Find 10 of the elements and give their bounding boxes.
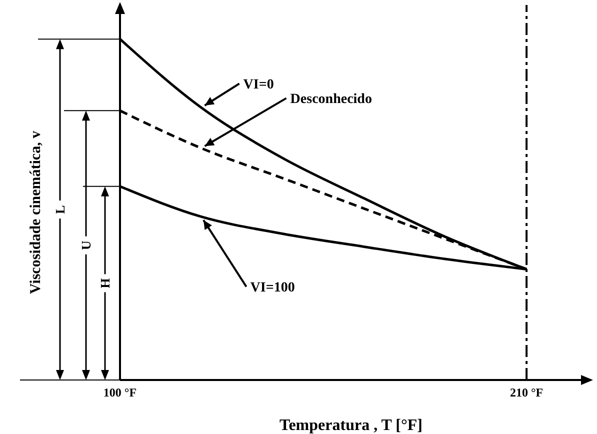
x-axis-title: Temperatura , T [°F] [280, 417, 422, 434]
text: L [52, 204, 68, 214]
x-tick-label: 100 °F [103, 386, 137, 400]
text: U [78, 240, 94, 250]
text: Desconhecido [290, 92, 372, 108]
x-tick-label: 210 °F [510, 386, 544, 400]
y-axis-title: Viscosidade cinemática, v [28, 130, 44, 294]
legend-label: VI=0 [243, 78, 274, 93]
text: VI=100 [250, 280, 295, 296]
text: H [98, 278, 112, 288]
